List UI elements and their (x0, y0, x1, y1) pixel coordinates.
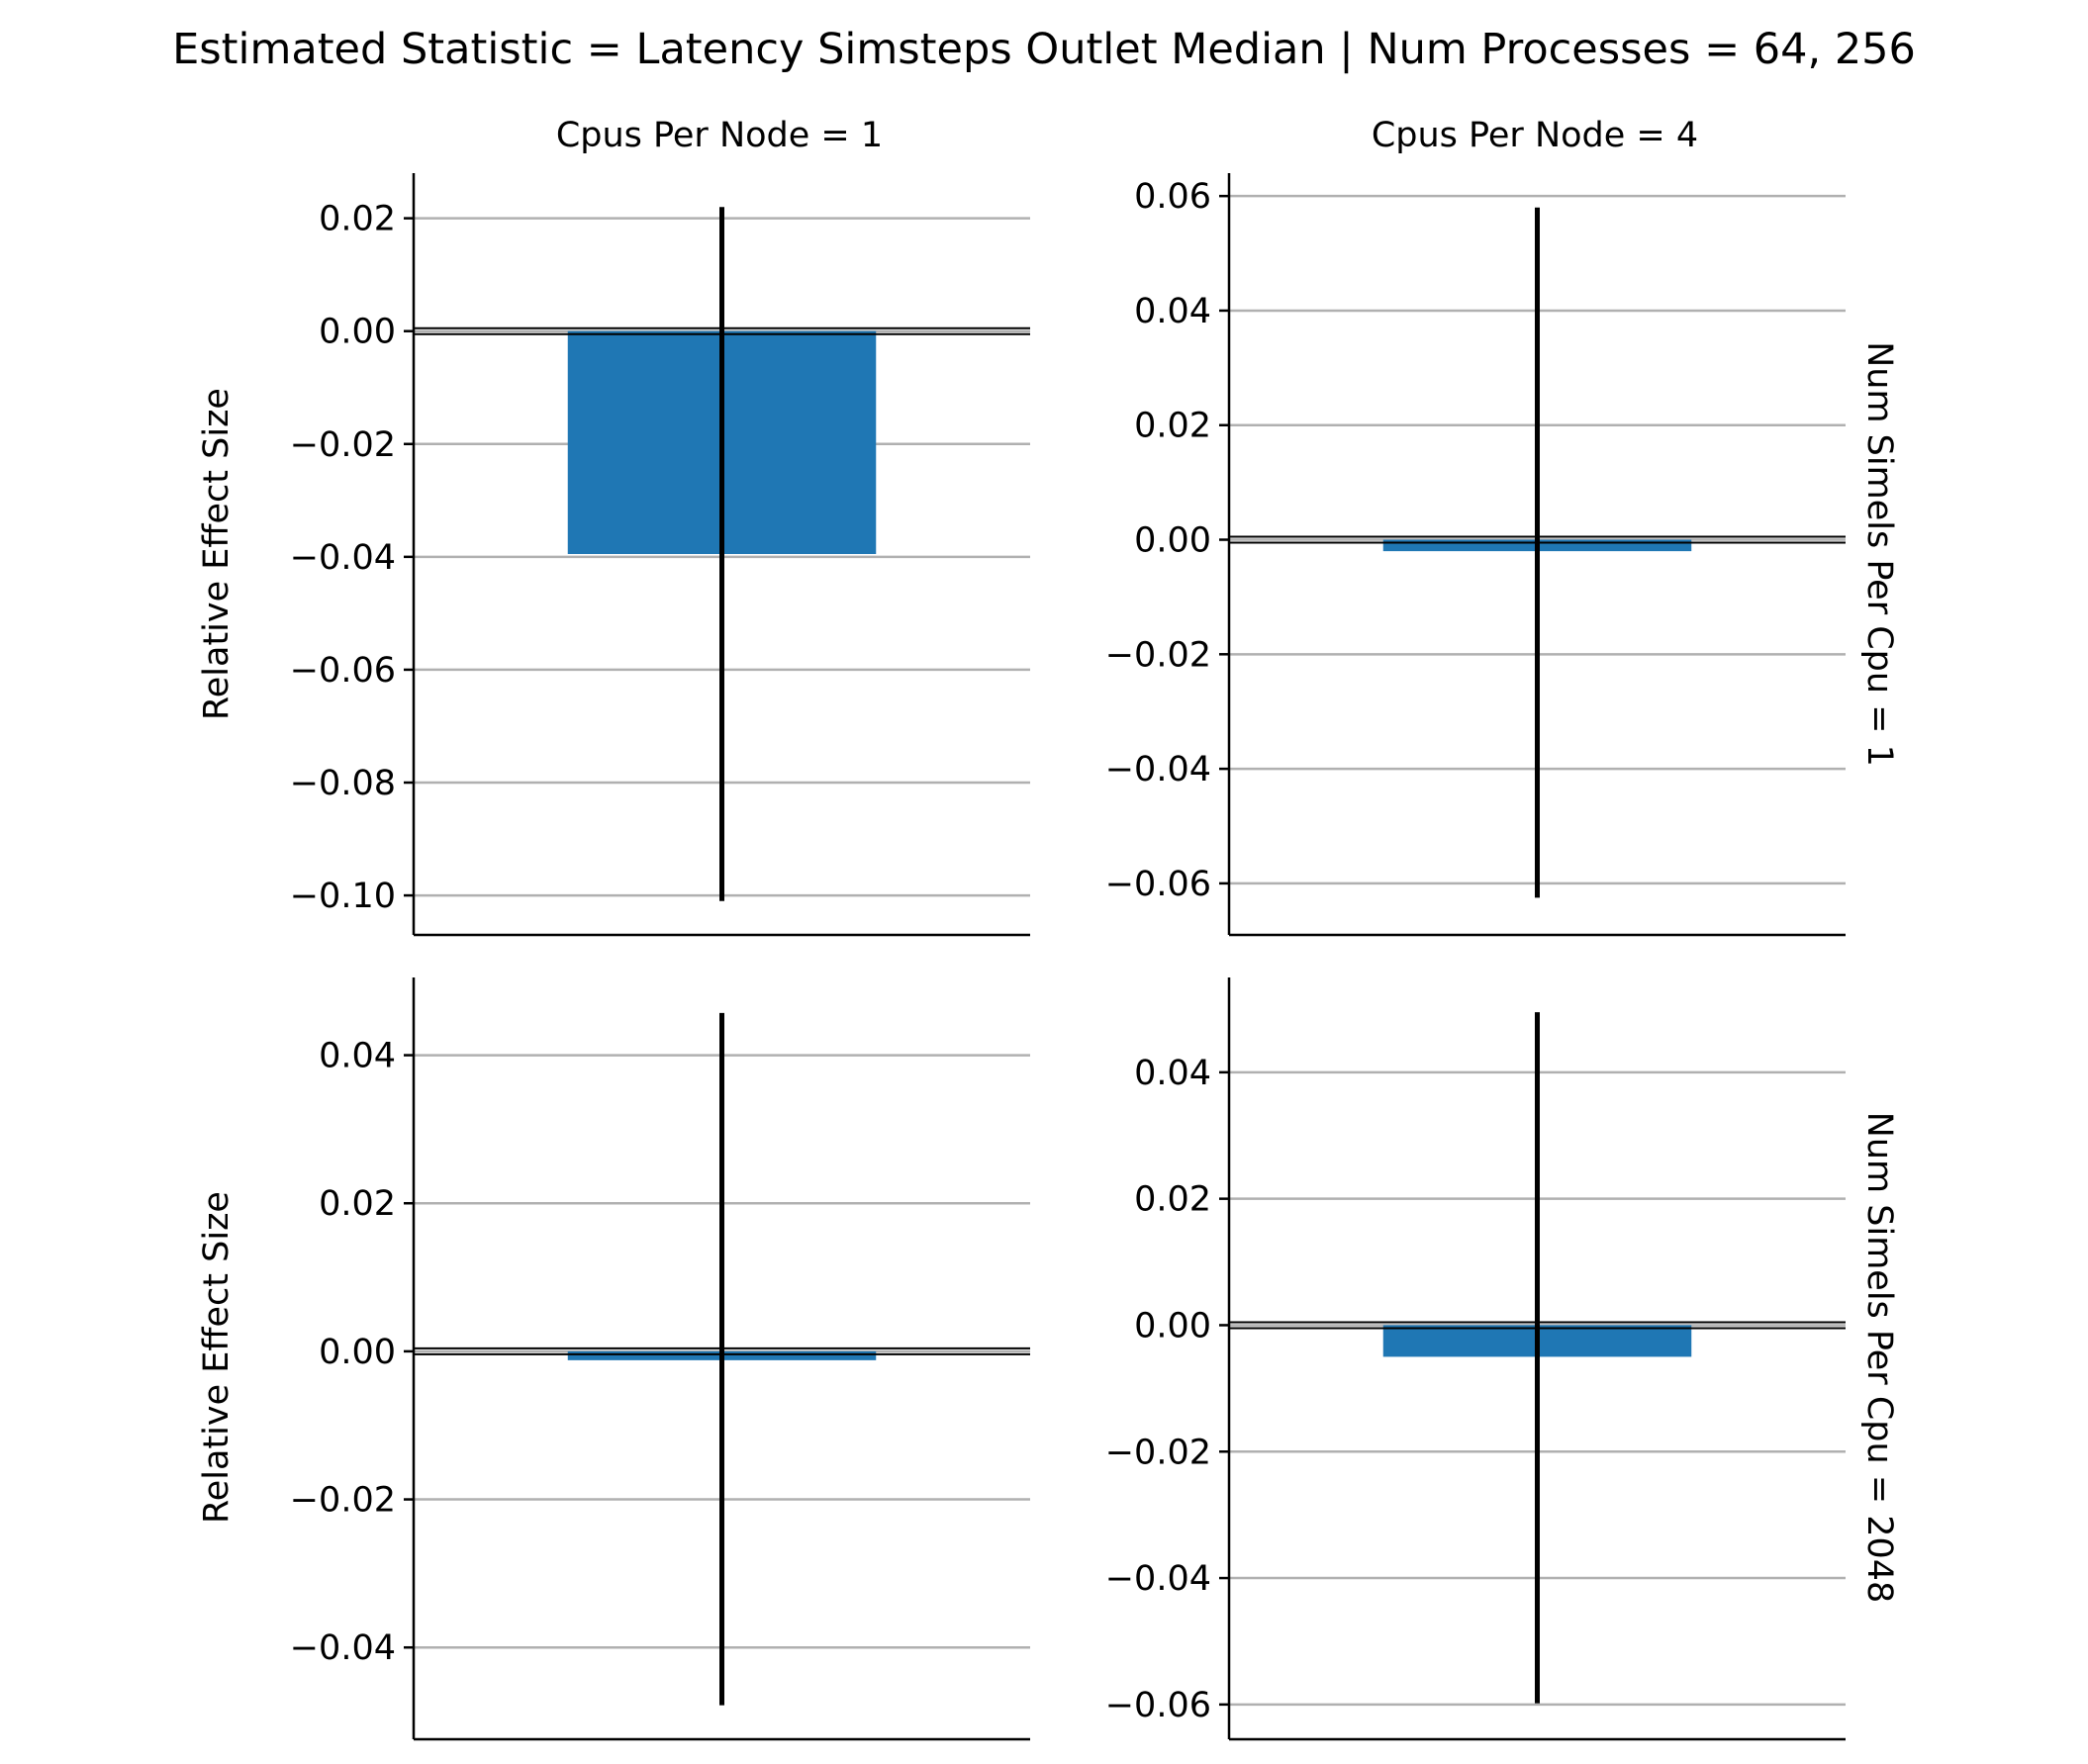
panel-1-ytick-label-6: −0.10 (290, 877, 396, 916)
panel-3-ytick-label-0: 0.04 (319, 1037, 396, 1076)
panel-2-ytick-label-5: −0.04 (1105, 750, 1211, 789)
panel-2-ytick-label-6: −0.06 (1105, 865, 1211, 904)
panel-2-ytick-label-4: −0.02 (1105, 635, 1211, 675)
row-title-1: Num Simels Per Cpu = 1 (1859, 341, 1899, 767)
panel-3-ytick-label-4: −0.04 (290, 1628, 396, 1668)
panel-4-ytick-label-2: 0.00 (1134, 1306, 1211, 1346)
row-title-2: Num Simels Per Cpu = 2048 (1859, 1112, 1899, 1604)
panel-1-ytick-label-4: −0.06 (290, 651, 396, 691)
y-axis-label-row-1: Relative Effect Size (197, 388, 237, 720)
panel-3-ytick-label-3: −0.02 (290, 1481, 396, 1521)
panel-4-ytick-label-1: 0.02 (1134, 1180, 1211, 1220)
panel-2-ytick-label-2: 0.02 (1134, 407, 1211, 446)
panel-1-ytick-label-1: 0.00 (319, 313, 396, 352)
col-title-2: Cpus Per Node = 4 (1372, 116, 1698, 155)
col-title-1: Cpus Per Node = 1 (556, 116, 883, 155)
panel-4-ytick-label-5: −0.06 (1105, 1686, 1211, 1725)
figure-title: Estimated Statistic = Latency Simsteps O… (172, 25, 1916, 74)
panel-4-ytick-label-0: 0.04 (1134, 1054, 1211, 1093)
panel-1-ytick-label-3: −0.04 (290, 538, 396, 578)
panel-2-ytick-label-3: 0.00 (1134, 521, 1211, 561)
panel-3-ytick-label-2: 0.00 (319, 1333, 396, 1372)
panel-4-ytick-label-3: −0.02 (1105, 1433, 1211, 1472)
panel-3-ytick-label-1: 0.02 (319, 1184, 396, 1224)
panel-1-ytick-label-5: −0.08 (290, 764, 396, 803)
y-axis-label-row-2: Relative Effect Size (197, 1191, 237, 1524)
panel-2-ytick-label-1: 0.04 (1134, 292, 1211, 331)
panel-1-ytick-label-2: −0.02 (290, 425, 396, 465)
panel-1-ytick-label-0: 0.02 (319, 200, 396, 239)
panel-2-ytick-label-0: 0.06 (1134, 177, 1211, 217)
panel-4-ytick-label-4: −0.04 (1105, 1559, 1211, 1599)
